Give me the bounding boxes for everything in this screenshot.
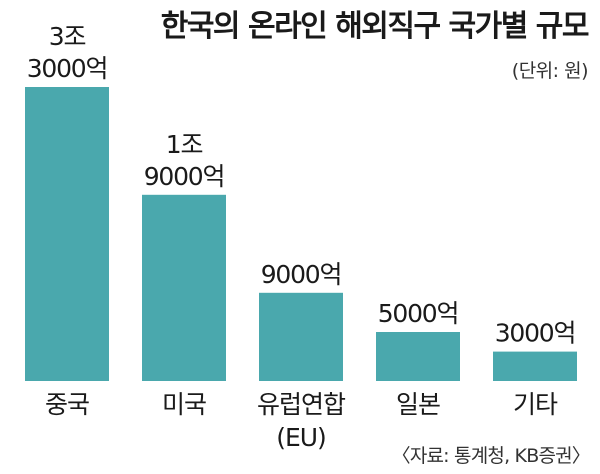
bars-group bbox=[25, 87, 577, 381]
value-label: 5000억 bbox=[378, 299, 459, 328]
bar-기타 bbox=[493, 351, 577, 381]
bar-일본 bbox=[376, 332, 460, 381]
value-label: 3조 bbox=[49, 22, 86, 51]
source-note: 〈자료: 통계청, KB증권〉 bbox=[392, 445, 590, 467]
bar-미국 bbox=[142, 194, 226, 381]
category-label: 중국 bbox=[45, 390, 89, 419]
value-label: 3000억 bbox=[495, 319, 576, 348]
value-label: 9000억 bbox=[261, 260, 342, 289]
category-label: 일본 bbox=[396, 390, 440, 419]
value-labels-group: 3조 3000억 1조 9000억 9000억 5000억 3000억 bbox=[27, 22, 577, 348]
value-label: 1조 bbox=[166, 130, 203, 159]
chart-title: 한국의 온라인 해외직구 국가별 규모 bbox=[161, 9, 589, 44]
bar-유럽연합 bbox=[259, 292, 343, 381]
category-label: 유럽연합 bbox=[257, 390, 346, 419]
unit-note: (단위: 원) bbox=[512, 60, 588, 82]
category-labels-group: 중국 미국 유럽연합 (EU) 일본 기타 bbox=[45, 390, 559, 452]
value-label: 9000억 bbox=[144, 162, 225, 191]
bar-중국 bbox=[25, 87, 109, 381]
value-label: 3000억 bbox=[27, 54, 108, 83]
category-label: 미국 bbox=[162, 390, 206, 419]
category-label: 기타 bbox=[513, 390, 558, 419]
category-sublabel: (EU) bbox=[276, 423, 326, 452]
